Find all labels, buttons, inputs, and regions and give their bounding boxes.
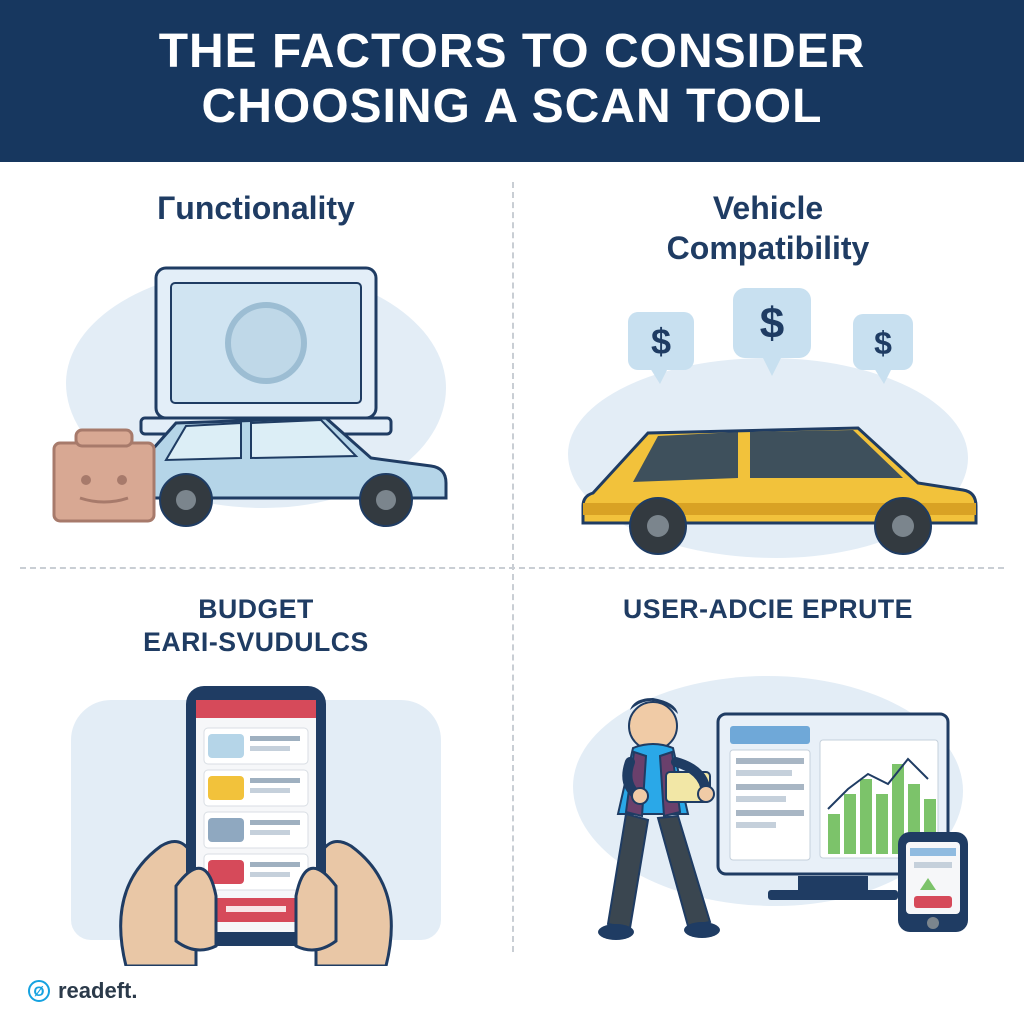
quadrant-title-tr: Vehicle Compatibility: [667, 188, 870, 268]
title-banner: THE FACTORS TO CONSIDER CHOOSING A SCAN …: [0, 0, 1024, 162]
br-line-1: USER-ADCIE EPRUTE: [623, 594, 913, 624]
illustration-functionality: [0, 228, 512, 567]
quadrant-title-bl: BUDGET EARI-SVUDULCS: [143, 593, 369, 660]
tr-line-2: Compatibility: [667, 230, 870, 266]
quadrant-user-experience: USER-ADCIE EPRUTE: [512, 567, 1024, 972]
quadrant-title-tl: Гunctionality: [157, 188, 355, 228]
svg-text:$: $: [760, 299, 784, 348]
svg-text:$: $: [651, 321, 671, 362]
quadrant-title-br: USER-ADCIE EPRUTE: [623, 593, 913, 626]
quadrant-vehicle-compatibility: Vehicle Compatibility $ $ $: [512, 162, 1024, 567]
tr-line-1: Vehicle: [713, 190, 823, 226]
quadrant-grid: Гunctionality: [0, 162, 1024, 972]
title-line1: THE FACTORS TO CONSIDER: [0, 24, 1024, 79]
quadrant-budget: BUDGET EARI-SVUDULCS: [0, 567, 512, 972]
bl-line-2: EARI-SVUDULCS: [143, 627, 369, 657]
yellow-car-dollars-icon: $ $ $: [538, 268, 998, 568]
quadrant-functionality: Гunctionality: [0, 162, 512, 567]
bl-line-1: BUDGET: [198, 594, 314, 624]
illustration-user-experience: [512, 626, 1024, 972]
brand-mark-icon: Ø: [28, 980, 50, 1002]
illustration-budget: [0, 660, 512, 972]
svg-text:$: $: [874, 325, 892, 361]
illustration-vehicle-compatibility: $ $ $: [512, 268, 1024, 568]
brand-text: readeft.: [58, 978, 137, 1004]
brand-footer: Ø readeft.: [28, 978, 137, 1004]
tl-line-1: Гunctionality: [157, 190, 355, 226]
title-line2: CHOOSING A SCAN TOOL: [0, 79, 1024, 134]
hands-phone-car-list-icon: [66, 666, 446, 966]
car-laptop-toolbox-icon: [36, 248, 476, 548]
person-monitor-phone-icon: [538, 644, 998, 954]
